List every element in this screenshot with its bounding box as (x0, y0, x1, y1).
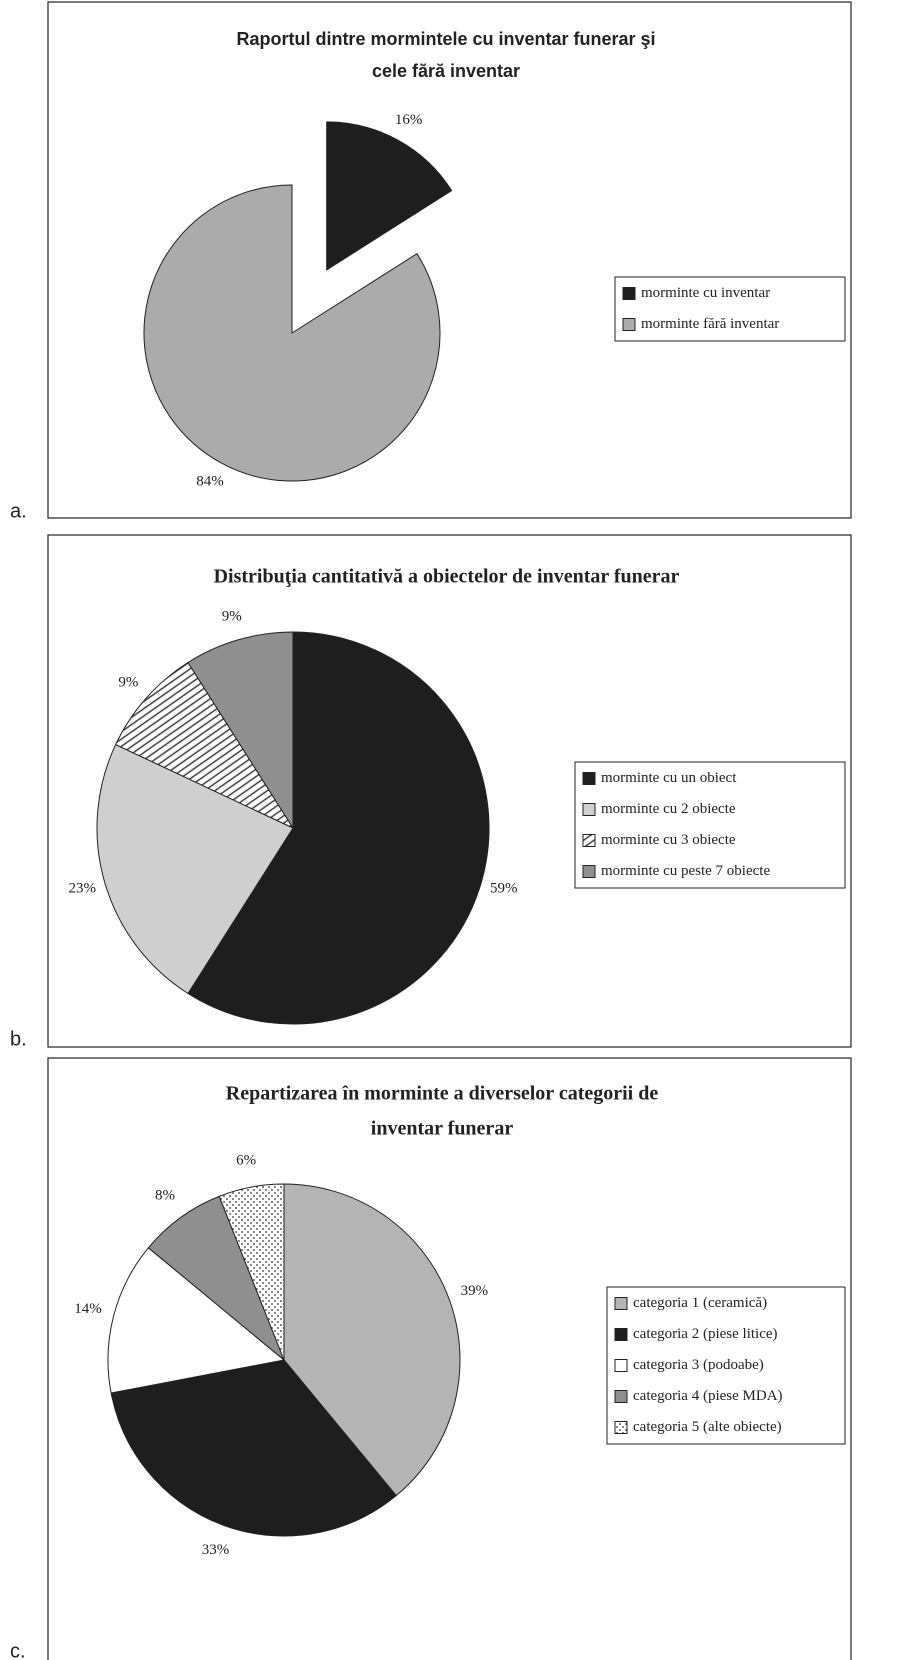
legend-swatch (582, 865, 596, 878)
panel-frame (47, 1, 852, 519)
legend-box (606, 1286, 846, 1445)
pie-slice (187, 631, 490, 1025)
legend-label: categoria 2 (piese litice) (633, 1326, 778, 1342)
pie-slice (110, 1359, 397, 1537)
legend-swatch (614, 1297, 628, 1310)
data-label: 16% (395, 112, 423, 128)
data-label: 33% (202, 1542, 230, 1558)
legend-swatch (582, 772, 596, 785)
legend-label: categoria 1 (ceramică) (633, 1295, 767, 1311)
panel-frame (47, 1057, 852, 1660)
data-label: 6% (236, 1153, 256, 1169)
legend-label: categoria 5 (alte obiecte) (633, 1419, 782, 1435)
pie-slice (283, 1183, 461, 1497)
legend-swatch (582, 834, 596, 847)
pie-slice (326, 121, 453, 271)
data-label: 14% (74, 1301, 102, 1317)
chart-title: Repartizarea în morminte a diverselor ca… (226, 1083, 659, 1105)
legend-swatch (582, 803, 596, 816)
chart-title: Raportul dintre mormintele cu inventar f… (236, 29, 655, 49)
legend-label: categoria 3 (podoabe) (633, 1357, 764, 1373)
legend-swatch (622, 318, 636, 331)
pie-slice (218, 1183, 285, 1361)
legend-swatch (614, 1328, 628, 1341)
pie-slice (143, 184, 441, 482)
pie-slice (107, 1247, 286, 1394)
legend-label: categoria 4 (piese MDA) (633, 1388, 783, 1404)
data-label: 23% (68, 881, 96, 897)
legend-box (574, 761, 846, 889)
legend-label: morminte cu un obiect (601, 770, 737, 786)
data-label: 8% (155, 1188, 175, 1204)
panel-frame (47, 534, 852, 1048)
data-label: 84% (196, 474, 224, 490)
legend-label: morminte cu 2 obiecte (601, 801, 736, 817)
pie-slice (96, 743, 294, 995)
legend-swatch (614, 1421, 628, 1434)
pie-slice (147, 1195, 285, 1361)
pie-slice (114, 661, 295, 830)
legend-label: morminte cu peste 7 obiecte (601, 863, 770, 879)
chart-title: cele fără inventar (372, 61, 520, 81)
data-label: 59% (490, 881, 518, 897)
legend-label: morminte cu 3 obiecte (601, 832, 736, 848)
legend-swatch (614, 1359, 628, 1372)
data-label: 9% (118, 674, 138, 690)
panel-label: c. (10, 1640, 26, 1660)
legend-swatch (622, 287, 636, 300)
legend-swatch (614, 1390, 628, 1403)
chart-title: Distribuţia cantitativă a obiectelor de … (214, 566, 680, 588)
legend-label: morminte cu inventar (641, 285, 770, 301)
legend-box (614, 276, 846, 342)
panel-label: b. (10, 1028, 27, 1050)
data-label: 39% (461, 1283, 489, 1299)
panel-label: a. (10, 500, 27, 522)
legend-label: morminte fără inventar (641, 316, 779, 332)
data-label: 9% (222, 609, 242, 625)
chart-title: inventar funerar (371, 1118, 514, 1140)
pie-slice (187, 631, 294, 830)
